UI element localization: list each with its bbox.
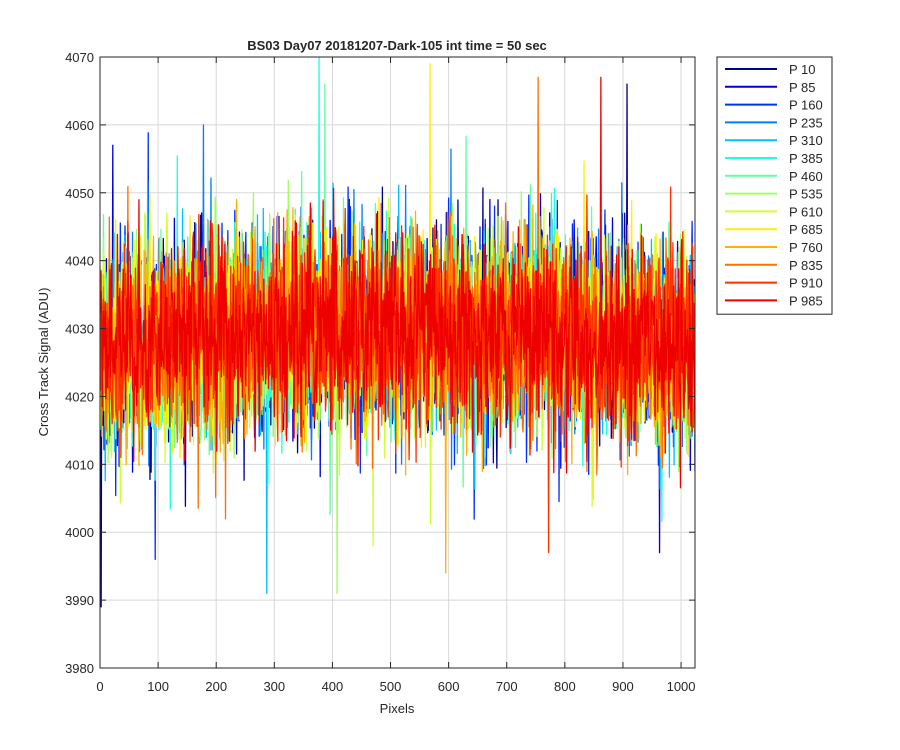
y-tick-label: 4060: [65, 118, 94, 133]
series-line-p-985: [100, 76, 695, 489]
x-tick-label: 800: [554, 679, 576, 694]
y-tick-label: 4030: [65, 322, 94, 337]
y-tick-label: 4000: [65, 525, 94, 540]
x-axis: 0 100 200 300 400 500 600 700 800 900 1000: [96, 57, 696, 694]
x-tick-label: 100: [147, 679, 169, 694]
x-tick-label: 900: [612, 679, 634, 694]
y-tick-label: 4020: [65, 389, 94, 404]
y-tick-label: 4070: [65, 50, 94, 65]
x-tick-label: 700: [496, 679, 518, 694]
x-tick-label: 400: [322, 679, 344, 694]
legend-label: P 85: [789, 80, 816, 95]
chart-title: BS03 Day07 20181207-Dark-105 int time = …: [247, 38, 547, 53]
y-tick-label: 4040: [65, 254, 94, 269]
legend-label: P 10: [789, 62, 816, 77]
legend-label: P 235: [789, 115, 823, 130]
y-axis-label: Cross Track Signal (ADU): [36, 288, 51, 437]
series-line-p-910: [100, 186, 695, 554]
y-axis: 3980 3990 4000 4010 4020 4030 4040 4050 4060 4070: [65, 50, 695, 676]
series-layer: [100, 57, 695, 608]
plot-frame: [99, 56, 696, 669]
legend-box: [716, 56, 833, 315]
x-tick-label: 500: [380, 679, 402, 694]
x-tick-label: 200: [205, 679, 227, 694]
y-tick-label: 4050: [65, 186, 94, 201]
x-axis-label: Pixels: [380, 701, 415, 716]
legend-label: P 985: [789, 293, 823, 308]
y-tick-label: 4010: [65, 457, 94, 472]
legend-label: P 160: [789, 98, 823, 113]
x-tick-label: 0: [96, 679, 103, 694]
legend-label: P 685: [789, 222, 823, 237]
y-tick-label: 3980: [65, 661, 94, 676]
x-tick-label: 1000: [667, 679, 696, 694]
legend-label: P 910: [789, 276, 823, 291]
legend-label: P 610: [789, 204, 823, 219]
legend-label: P 310: [789, 133, 823, 148]
legend: P 10 P 85 P 160 P 235 P 310 P 385 P 460 P 535 P …: [716, 56, 833, 315]
legend-label: P 385: [789, 151, 823, 166]
x-tick-label: 600: [438, 679, 460, 694]
x-tick-label: 300: [263, 679, 285, 694]
y-tick-label: 3990: [65, 593, 94, 608]
legend-label: P 535: [789, 187, 823, 202]
legend-label: P 760: [789, 240, 823, 255]
legend-label: P 835: [789, 258, 823, 273]
legend-label: P 460: [789, 169, 823, 184]
